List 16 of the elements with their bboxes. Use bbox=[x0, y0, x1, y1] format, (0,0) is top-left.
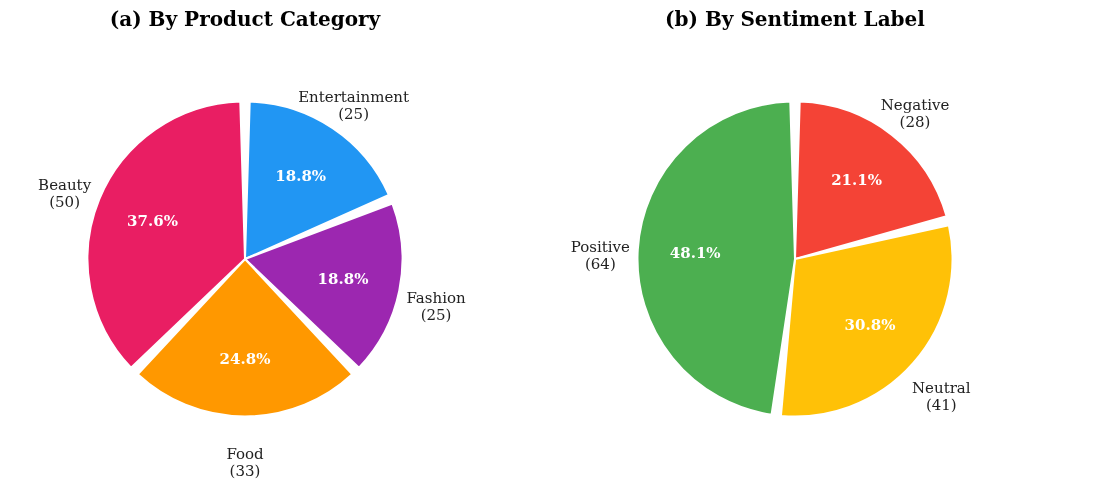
data-label: 18.8% bbox=[275, 166, 327, 185]
slice-label: Positive (64) bbox=[570, 238, 631, 274]
slice-label: Neutral (41) bbox=[911, 378, 971, 414]
data-label: 37.6% bbox=[127, 212, 178, 231]
data-label: 48.1% bbox=[669, 244, 721, 263]
data-label: 18.8% bbox=[317, 269, 369, 288]
data-label: 24.8% bbox=[219, 350, 271, 368]
slice-label: Fashion (25) bbox=[406, 288, 466, 324]
data-label: 21.1% bbox=[831, 171, 882, 190]
data-label: 30.8% bbox=[844, 316, 896, 335]
slice-label: Negative (28) bbox=[880, 96, 950, 132]
chart-title: (b) By Sentiment Label bbox=[665, 7, 926, 31]
slice-label: Food (33) bbox=[226, 445, 265, 480]
slice-label: Beauty (50) bbox=[38, 175, 92, 211]
chart-title: (a) By Product Category bbox=[109, 7, 382, 31]
slice-label: Entertainment (25) bbox=[298, 88, 410, 124]
